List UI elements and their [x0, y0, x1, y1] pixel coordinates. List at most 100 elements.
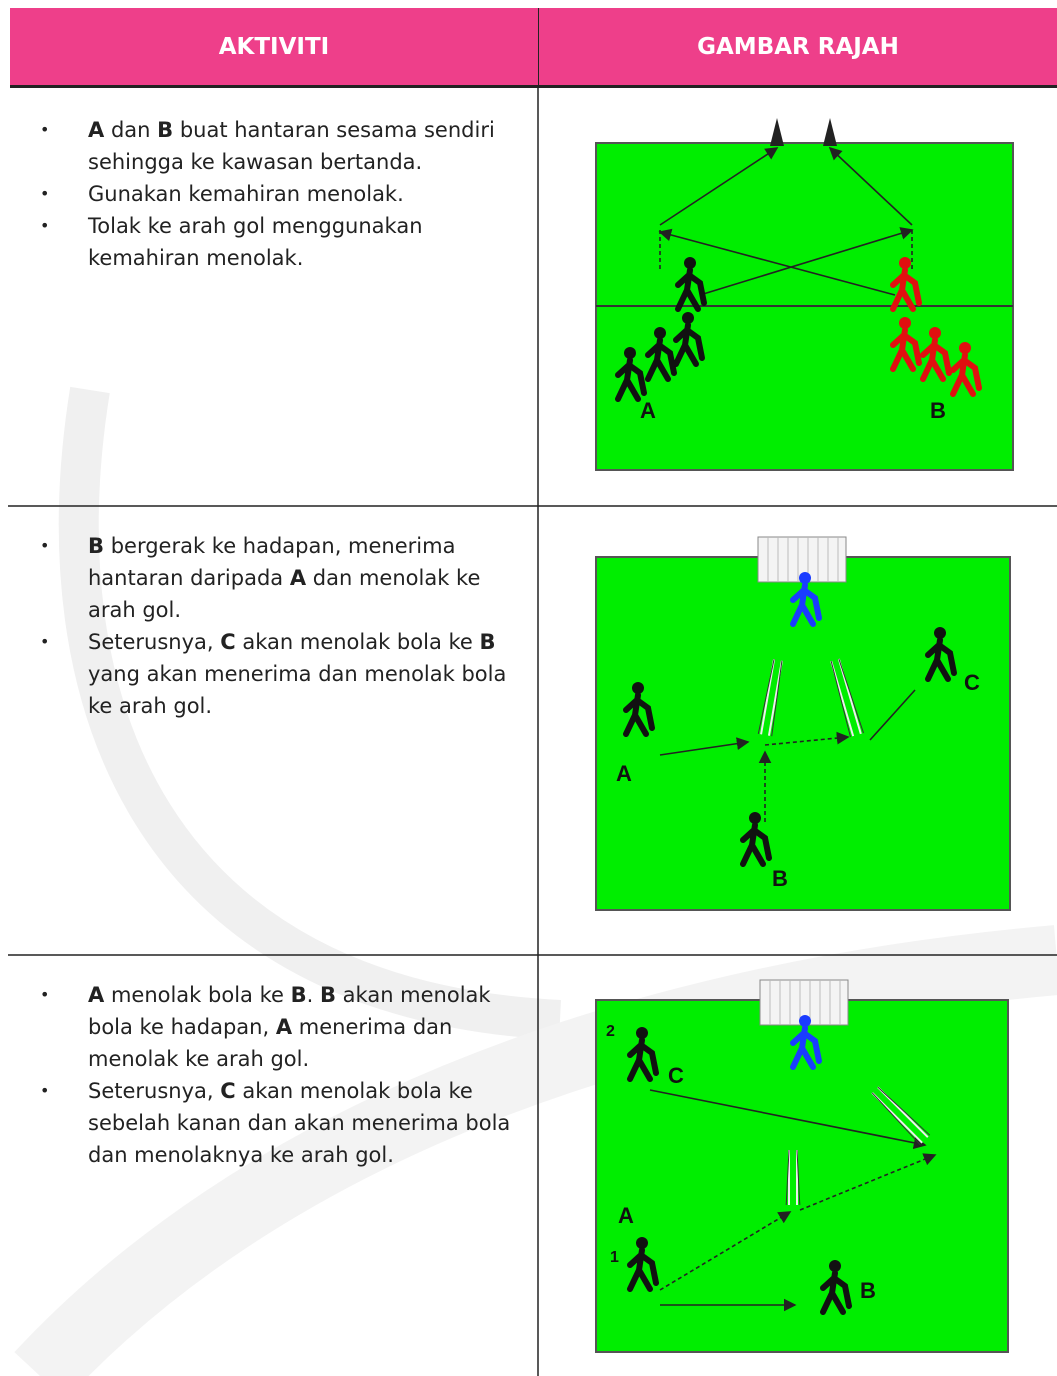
text: Seterusnya, — [88, 630, 221, 654]
bullet-list: B bergerak ke hadapan, menerima hantaran… — [40, 530, 530, 722]
text: buat hantaran sesama sendiri sehingga ke… — [88, 118, 495, 174]
diagram-label: C — [964, 670, 980, 695]
player-body — [920, 337, 952, 382]
player-body — [740, 822, 772, 867]
diagram-label: B — [930, 398, 946, 423]
player-head — [636, 1027, 648, 1039]
player-body — [890, 327, 922, 372]
player-head — [799, 1015, 811, 1027]
activity-cell: A dan B buat hantaran sesama sendiri seh… — [40, 114, 530, 274]
pass-line — [799, 1153, 937, 1211]
player-body — [925, 637, 957, 682]
player-head — [682, 312, 694, 324]
text: bergerak ke hadapan, menerima hantaran d… — [88, 534, 456, 590]
move-arrow — [785, 1149, 801, 1206]
move-arrow — [757, 659, 783, 737]
bullet: Gunakan kemahiran menolak. — [40, 178, 530, 210]
bullet-list: A menolak bola ke B. B akan menolak bola… — [40, 979, 530, 1171]
bold-text: B — [319, 983, 336, 1007]
diagram-label: C — [668, 1063, 684, 1088]
bold-text: A — [275, 1015, 293, 1039]
bold-text: B — [479, 630, 496, 654]
player-head — [829, 1260, 841, 1272]
pass-line — [869, 689, 916, 741]
player-head — [624, 347, 636, 359]
bold-text: C — [220, 1079, 236, 1103]
player-body — [673, 322, 705, 367]
player-head — [749, 812, 761, 824]
pass-line — [658, 228, 896, 296]
text: menerima dan menolak ke arah gol. — [88, 1015, 453, 1071]
text: akan menolak bola ke sebelah kanan dan a… — [88, 1079, 511, 1167]
pass-line — [659, 1211, 792, 1291]
cone — [770, 118, 784, 146]
player-head — [899, 317, 911, 329]
diagram-label: B — [772, 866, 788, 891]
bullet: B bergerak ke hadapan, menerima hantaran… — [40, 530, 530, 626]
player-body — [820, 1270, 852, 1315]
bold-text: A — [289, 566, 307, 590]
player-body — [790, 582, 822, 627]
diagram-label: A — [618, 1203, 634, 1228]
player-head — [934, 627, 946, 639]
player-head — [654, 327, 666, 339]
bold-text: C — [220, 630, 236, 654]
diagram-label: A — [616, 761, 632, 786]
text: Seterusnya, — [88, 1079, 221, 1103]
bold-text: B — [157, 118, 174, 142]
bold-text: B — [290, 983, 307, 1007]
bullet: Seterusnya, C akan menolak bola ke sebel… — [40, 1075, 530, 1171]
bold-text: B — [88, 534, 105, 558]
bullet: Tolak ke arah gol menggunakan kemahiran … — [40, 210, 530, 274]
pass-line — [699, 227, 914, 296]
field — [595, 999, 1009, 1353]
bullet: A dan B buat hantaran sesama sendiri seh… — [40, 114, 530, 178]
player-body — [645, 337, 677, 382]
activity-cell: B bergerak ke hadapan, menerima hantaran… — [40, 530, 530, 722]
pass-line — [828, 146, 913, 226]
player-head — [799, 572, 811, 584]
pass-line — [649, 1089, 927, 1150]
player-body — [675, 267, 707, 312]
text: menolak bola ke — [104, 983, 291, 1007]
text: . — [306, 983, 320, 1007]
activity-cell: A menolak bola ke B. B akan menolak bola… — [40, 979, 530, 1171]
text: Gunakan kemahiran menolak. — [88, 182, 404, 206]
player-body — [627, 1247, 659, 1292]
pass-line — [659, 737, 750, 756]
cone — [823, 118, 837, 146]
move-arrow — [830, 658, 864, 738]
header-cell: GAMBAR RAJAH — [538, 8, 1057, 88]
text: dan menolak ke arah gol. — [88, 566, 481, 622]
player-body — [950, 352, 982, 397]
bullet: A menolak bola ke B. B akan menolak bola… — [40, 979, 530, 1075]
text: akan menolak bola ke — [235, 630, 480, 654]
player-head — [636, 1237, 648, 1249]
bold-text: A — [88, 983, 105, 1007]
text: dan — [104, 118, 158, 142]
diagram-label: 2 — [606, 1023, 615, 1040]
bullet-list: A dan B buat hantaran sesama sendiri seh… — [40, 114, 530, 274]
move-arrow — [871, 1086, 931, 1146]
player-body — [623, 692, 655, 737]
player-head — [632, 682, 644, 694]
player-body — [890, 267, 922, 312]
header-cell: AKTIVITI — [10, 8, 538, 88]
bold-text: A — [88, 118, 105, 142]
diagram-label: 1 — [610, 1249, 619, 1266]
text: akan menolak bola ke hadapan, — [88, 983, 491, 1039]
diagram-label: A — [640, 398, 656, 423]
text: Tolak ke arah gol menggunakan kemahiran … — [88, 214, 423, 270]
field — [595, 556, 1011, 911]
pass-line — [659, 147, 779, 226]
bullet: Seterusnya, C akan menolak bola ke B yan… — [40, 626, 530, 722]
player-body — [627, 1037, 659, 1082]
player-head — [899, 257, 911, 269]
player-head — [684, 257, 696, 269]
diagram-label: B — [860, 1278, 876, 1303]
player-head — [929, 327, 941, 339]
player-body — [790, 1025, 822, 1070]
text: yang akan menerima dan menolak bola ke a… — [88, 662, 507, 718]
